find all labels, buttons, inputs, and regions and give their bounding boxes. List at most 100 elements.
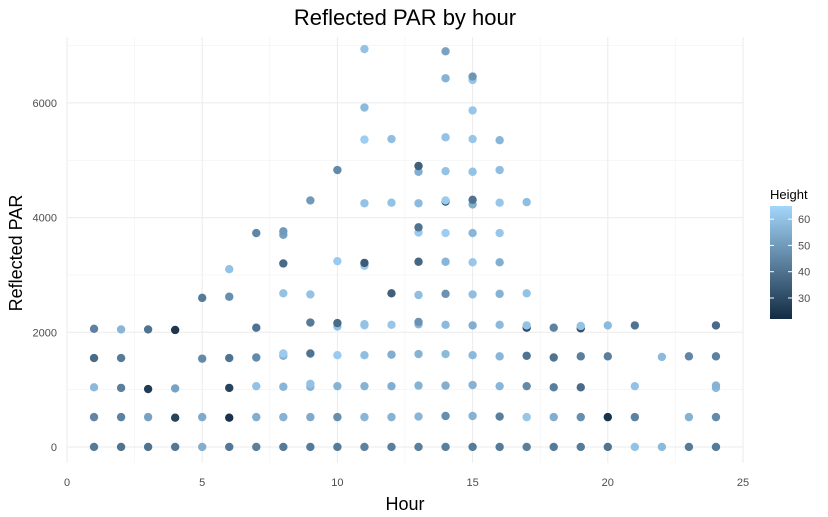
data-point xyxy=(143,325,153,334)
data-point xyxy=(495,165,504,175)
data-point xyxy=(116,383,126,393)
data-point xyxy=(306,196,315,205)
data-point xyxy=(549,412,558,422)
data-point xyxy=(252,353,261,362)
data-point xyxy=(495,412,504,421)
data-point xyxy=(711,442,721,452)
x-tick-label: 15 xyxy=(466,477,478,489)
data-point xyxy=(387,442,396,452)
x-tick-labels: 0 5 10 15 20 25 xyxy=(64,477,749,489)
data-point xyxy=(89,412,99,422)
data-point xyxy=(198,293,207,303)
data-point xyxy=(225,292,234,301)
y-tick-label: 6000 xyxy=(33,98,57,110)
colorbar-tick-label: 60 xyxy=(798,214,810,226)
data-point xyxy=(576,383,585,392)
data-point xyxy=(441,133,450,142)
data-point xyxy=(441,442,450,452)
data-point xyxy=(198,354,207,363)
y-tick-labels: 0 2000 4000 6000 xyxy=(33,98,57,454)
data-point xyxy=(549,383,558,392)
data-point xyxy=(468,351,477,360)
data-point xyxy=(549,442,558,452)
data-point xyxy=(333,318,342,328)
data-point xyxy=(170,384,180,393)
data-point xyxy=(170,325,180,335)
data-point xyxy=(468,106,477,115)
data-point xyxy=(333,165,342,175)
data-point xyxy=(414,223,423,232)
data-point xyxy=(387,350,396,359)
data-point xyxy=(252,412,261,422)
data-point xyxy=(333,351,342,360)
data-point xyxy=(225,353,234,363)
data-point xyxy=(360,442,369,452)
data-point xyxy=(711,321,721,330)
data-point xyxy=(360,199,369,208)
y-tick-label: 0 xyxy=(51,442,57,454)
data-point xyxy=(198,412,207,422)
data-point xyxy=(522,442,531,452)
data-point xyxy=(630,321,640,330)
data-point xyxy=(630,442,640,452)
data-point xyxy=(630,381,640,391)
data-point xyxy=(333,442,342,452)
data-point xyxy=(468,134,477,144)
colorbar-tick-label: 40 xyxy=(798,267,810,279)
data-point xyxy=(522,381,531,391)
data-point xyxy=(170,413,180,422)
data-point xyxy=(603,442,612,452)
data-point xyxy=(387,289,396,298)
data-point xyxy=(603,352,612,361)
data-point xyxy=(603,321,612,330)
colorbar-tick-label: 30 xyxy=(798,293,810,305)
data-point xyxy=(387,381,396,391)
data-point xyxy=(387,198,396,207)
data-point xyxy=(549,353,558,362)
data-point xyxy=(306,318,315,327)
data-point xyxy=(711,412,721,422)
data-point xyxy=(252,323,261,332)
data-point xyxy=(603,412,612,422)
data-point xyxy=(306,379,315,389)
data-point xyxy=(89,353,99,363)
data-point xyxy=(333,381,342,391)
data-point xyxy=(89,442,99,452)
legend-title: Height xyxy=(770,187,808,202)
data-point xyxy=(198,442,207,452)
x-axis-title: Hour xyxy=(385,494,424,514)
data-point xyxy=(143,442,153,452)
data-point xyxy=(333,256,342,266)
data-point xyxy=(360,258,369,268)
data-point xyxy=(441,411,450,421)
data-point xyxy=(387,134,396,144)
data-point xyxy=(306,412,315,422)
data-point xyxy=(360,320,369,329)
data-point xyxy=(306,349,315,358)
data-point xyxy=(279,412,288,422)
data-point xyxy=(360,381,369,391)
data-point xyxy=(441,166,450,176)
data-points xyxy=(89,44,721,452)
data-point xyxy=(279,442,288,452)
x-tick-label: 0 xyxy=(64,477,70,489)
data-point xyxy=(252,442,261,452)
data-point xyxy=(441,349,450,359)
data-point xyxy=(279,349,288,358)
data-point xyxy=(630,412,640,422)
data-point xyxy=(414,317,423,327)
data-point xyxy=(441,381,450,390)
data-point xyxy=(468,195,477,205)
data-point xyxy=(711,381,721,390)
data-point xyxy=(657,442,667,452)
data-point xyxy=(441,320,450,330)
data-point xyxy=(468,167,477,176)
data-point xyxy=(576,321,585,331)
data-point xyxy=(306,442,315,452)
data-point xyxy=(387,320,396,330)
data-point xyxy=(414,167,423,176)
data-point xyxy=(116,442,126,452)
data-point xyxy=(414,161,423,171)
data-point xyxy=(468,258,477,267)
data-point xyxy=(170,442,180,452)
